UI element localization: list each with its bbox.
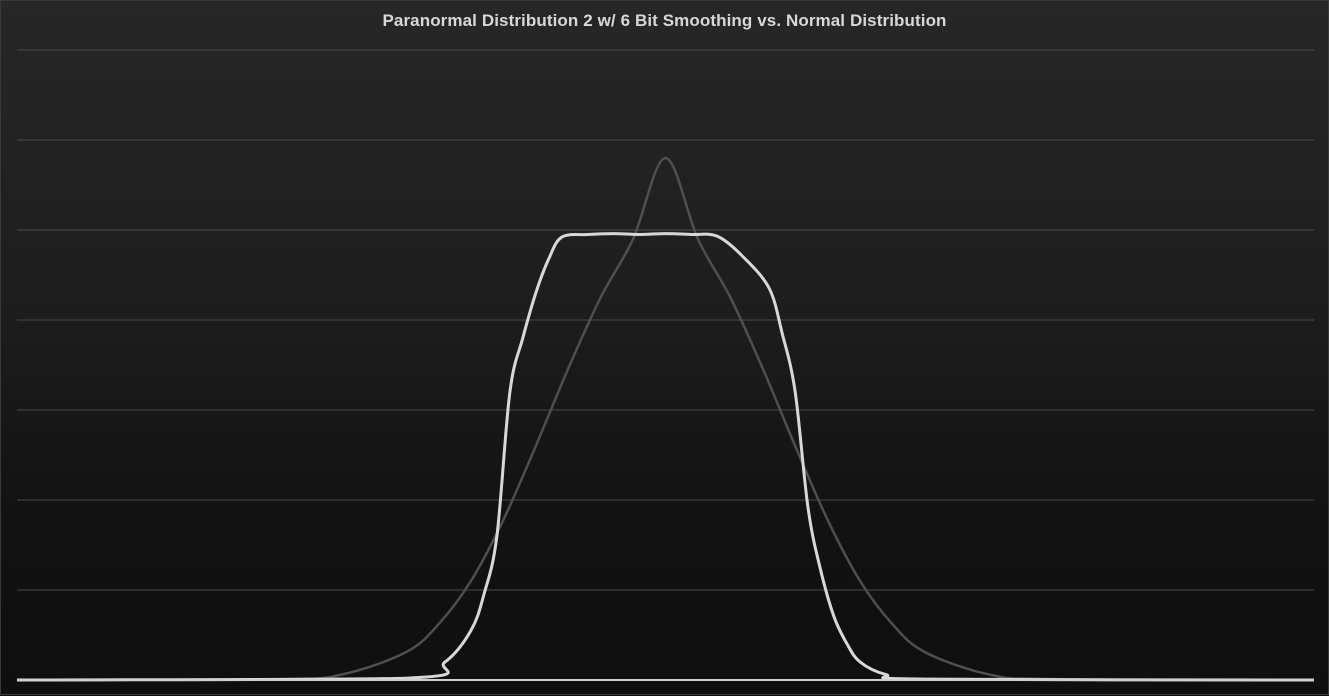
series-line-paranormal [16,232,1315,682]
series-line-normal [16,156,1315,682]
gridlines [17,49,1314,591]
series-lines [16,156,1315,682]
chart-title: Paranormal Distribution 2 w/ 6 Bit Smoot… [382,11,947,30]
